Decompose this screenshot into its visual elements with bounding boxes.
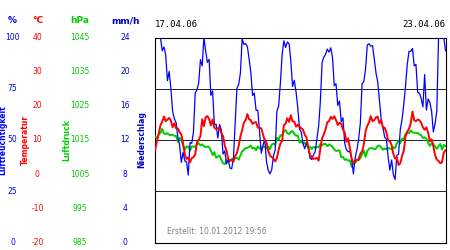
Text: 20: 20 (32, 101, 42, 110)
Text: 985: 985 (73, 238, 87, 247)
Text: -10: -10 (31, 204, 44, 213)
Text: 0: 0 (123, 238, 127, 247)
Text: Luftfeuchtigkeit: Luftfeuchtigkeit (0, 105, 7, 175)
Text: 40: 40 (32, 33, 42, 42)
Text: 0: 0 (35, 170, 40, 179)
Text: 1005: 1005 (70, 170, 90, 179)
Text: 100: 100 (5, 33, 20, 42)
Text: 1025: 1025 (71, 101, 90, 110)
Text: 17.04.06: 17.04.06 (155, 20, 198, 29)
Text: °C: °C (32, 16, 43, 25)
Text: -20: -20 (31, 238, 44, 247)
Text: 995: 995 (73, 204, 87, 213)
Text: 16: 16 (120, 101, 130, 110)
Text: 1015: 1015 (71, 136, 90, 144)
Text: Niederschlag: Niederschlag (137, 112, 146, 168)
Text: 0: 0 (10, 238, 15, 247)
Text: 8: 8 (123, 170, 127, 179)
Text: 1045: 1045 (70, 33, 90, 42)
Text: 4: 4 (123, 204, 127, 213)
Text: 30: 30 (32, 67, 42, 76)
Text: 75: 75 (8, 84, 18, 93)
Text: Luftdruck: Luftdruck (62, 119, 71, 161)
Text: 1035: 1035 (70, 67, 90, 76)
Text: Temperatur: Temperatur (21, 115, 30, 165)
Text: mm/h: mm/h (111, 16, 140, 25)
Text: 24: 24 (120, 33, 130, 42)
Text: 25: 25 (8, 187, 18, 196)
Text: %: % (8, 16, 17, 25)
Text: 23.04.06: 23.04.06 (402, 20, 446, 29)
Text: hPa: hPa (71, 16, 90, 25)
Text: 10: 10 (32, 136, 42, 144)
Text: 50: 50 (8, 136, 18, 144)
Text: Erstellt: 10.01.2012 19:56: Erstellt: 10.01.2012 19:56 (167, 227, 266, 236)
Text: 12: 12 (120, 136, 130, 144)
Text: 20: 20 (120, 67, 130, 76)
